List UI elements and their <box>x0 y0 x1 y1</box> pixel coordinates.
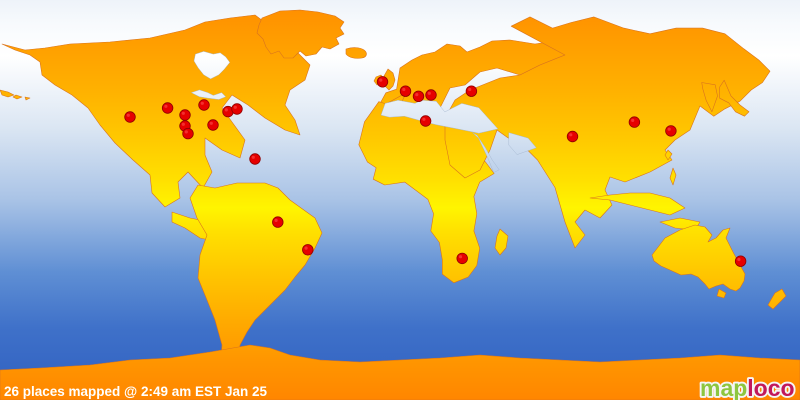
svg-text:maploco: maploco <box>700 375 795 400</box>
svg-text:26 places mapped @ 2:49 am EST: 26 places mapped @ 2:49 am EST Jan 25 <box>4 384 268 399</box>
